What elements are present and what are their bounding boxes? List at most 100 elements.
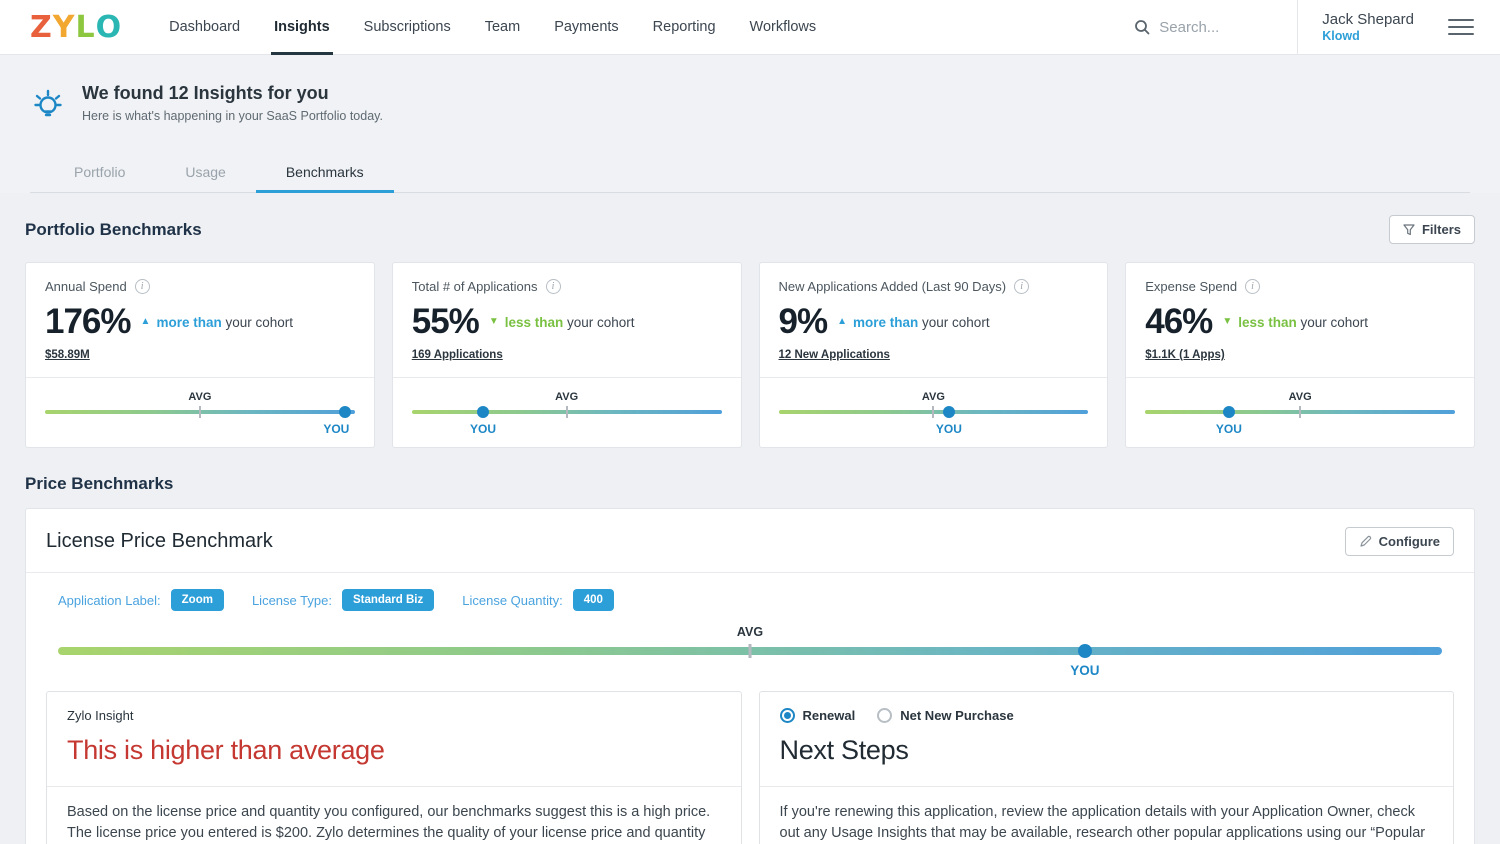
- cohort-text: your cohort: [567, 314, 635, 330]
- benchmark-cards-row: Annual Spend i 176% more than your cohor…: [25, 262, 1475, 448]
- you-label: YOU: [1215, 422, 1242, 436]
- nav-item-dashboard[interactable]: Dashboard: [169, 19, 241, 35]
- tab-usage[interactable]: Usage: [185, 164, 226, 180]
- banner-subtitle: Here is what's happening in your SaaS Po…: [82, 109, 383, 123]
- benchmark-card-new-applications: New Applications Added (Last 90 Days) i …: [758, 262, 1109, 448]
- logo-letter: O: [95, 9, 123, 45]
- avg-tick: [748, 644, 752, 658]
- radio-circle-icon: [779, 708, 795, 723]
- header-divider: [1297, 0, 1299, 55]
- card-label: Annual Spend: [45, 279, 127, 294]
- radio-circle-icon: [877, 708, 893, 723]
- banner-title: We found 12 Insights for you: [82, 83, 329, 103]
- metric-percent: 46%: [1145, 302, 1213, 341]
- nav-item-workflows[interactable]: Workflows: [749, 19, 817, 35]
- portfolio-benchmarks-title: Portfolio Benchmarks: [25, 219, 202, 239]
- application-label-caption: Application Label:: [58, 592, 161, 608]
- avg-tick: [1299, 406, 1302, 418]
- insight-headline: This is higher than average: [67, 735, 385, 765]
- you-dot: [476, 406, 489, 418]
- configure-button[interactable]: Configure: [1344, 527, 1454, 556]
- avg-tick: [565, 406, 568, 418]
- avg-label: AVG: [555, 391, 579, 403]
- filter-funnel-icon: [1403, 223, 1415, 236]
- info-icon[interactable]: i: [1245, 279, 1261, 294]
- nav-item-reporting[interactable]: Reporting: [652, 19, 716, 35]
- nav-item-payments[interactable]: Payments: [554, 19, 619, 35]
- you-dot: [942, 406, 955, 418]
- radio-net-new-purchase[interactable]: Net New Purchase: [877, 708, 1014, 723]
- search-box[interactable]: [1134, 18, 1270, 36]
- comparison-text: more than: [156, 314, 222, 330]
- metric-detail-link[interactable]: $58.89M: [45, 349, 90, 361]
- insights-banner: We found 12 Insights for you Here is wha…: [0, 55, 1500, 193]
- trend-caret-icon: [837, 317, 847, 327]
- benchmark-card-annual-spend: Annual Spend i 176% more than your cohor…: [25, 262, 375, 448]
- you-label: YOU: [1070, 663, 1100, 678]
- next-steps-body-text: If you're renewing this application, rev…: [779, 804, 1426, 842]
- license-quantity-caption: License Quantity:: [462, 592, 563, 608]
- metric-detail-link[interactable]: 169 Applications: [411, 349, 503, 361]
- search-input[interactable]: [1159, 18, 1270, 36]
- metric-percent: 55%: [411, 302, 480, 341]
- hamburger-menu-icon[interactable]: [1448, 14, 1474, 40]
- you-label: YOU: [469, 422, 496, 436]
- avg-tick: [198, 406, 201, 418]
- nav-item-team[interactable]: Team: [484, 19, 521, 35]
- license-type-pill: Standard Biz: [341, 589, 435, 611]
- info-icon[interactable]: i: [134, 279, 150, 294]
- card-label: Total # of Applications: [411, 279, 538, 294]
- price-benchmark-slider: AVG YOU: [58, 625, 1442, 681]
- radio-renewal-label: Renewal: [802, 708, 856, 723]
- metric-percent: 176%: [45, 302, 132, 341]
- info-icon[interactable]: i: [1014, 279, 1030, 294]
- price-benchmarks-section: Price Benchmarks License Price Benchmark…: [0, 474, 1500, 844]
- next-steps-headline: Next Steps: [779, 735, 909, 765]
- card-label: New Applications Added (Last 90 Days): [778, 279, 1007, 294]
- benchmark-card-expense-spend: Expense Spend i 46% less than your cohor…: [1125, 262, 1475, 448]
- nav-item-insights[interactable]: Insights: [257, 0, 347, 55]
- benchmark-slider: AVG YOU: [411, 391, 722, 437]
- license-type-caption: License Type:: [251, 592, 332, 608]
- benchmark-slider: AVG YOU: [1145, 391, 1455, 437]
- license-price-benchmark-card: License Price Benchmark Configure Applic…: [25, 508, 1475, 844]
- cohort-text: your cohort: [1300, 314, 1369, 330]
- portfolio-benchmarks-section: Portfolio Benchmarks Filters Annual Spen…: [0, 215, 1500, 448]
- user-name: Jack Shepard: [1322, 11, 1414, 28]
- trend-caret-icon: [1222, 317, 1232, 327]
- filters-button[interactable]: Filters: [1388, 215, 1475, 244]
- lightbulb-icon: [30, 85, 66, 130]
- avg-label: AVG: [1288, 391, 1312, 403]
- info-icon[interactable]: i: [545, 279, 561, 294]
- zylo-insight-panel: Zylo Insight This is higher than average…: [46, 691, 742, 844]
- pencil-icon: [1359, 535, 1372, 548]
- nav-item-subscriptions[interactable]: Subscriptions: [363, 19, 451, 35]
- next-steps-panel: Renewal Net New Purchase Next Steps If y…: [758, 691, 1454, 844]
- you-label: YOU: [323, 422, 350, 436]
- tab-portfolio[interactable]: Portfolio: [74, 164, 126, 180]
- avg-label: AVG: [736, 625, 764, 639]
- benchmark-slider: AVG YOU: [778, 391, 1089, 437]
- insight-body-text: Based on the license price and quantity …: [67, 804, 711, 842]
- zylo-logo[interactable]: ZYLO: [30, 10, 122, 45]
- radio-renewal[interactable]: Renewal: [779, 708, 856, 723]
- user-menu[interactable]: Jack Shepard Klowd: [1322, 11, 1414, 43]
- price-benchmarks-title: Price Benchmarks: [25, 474, 174, 493]
- benchmark-card-total-applications: Total # of Applications i 55% less than …: [391, 262, 742, 448]
- logo-letter: Z: [30, 9, 53, 45]
- you-dot: [339, 406, 352, 418]
- tab-benchmarks[interactable]: Benchmarks: [255, 154, 394, 193]
- comparison-text: less than: [504, 314, 564, 330]
- insights-tabs: Portfolio Usage Benchmarks: [30, 154, 1470, 193]
- configure-button-label: Configure: [1378, 534, 1440, 549]
- metric-detail-link[interactable]: 12 New Applications: [778, 349, 890, 361]
- main-nav: Dashboard Insights Subscriptions Team Pa…: [152, 0, 833, 55]
- search-icon: [1134, 19, 1150, 35]
- card-label: Expense Spend: [1145, 279, 1238, 294]
- trend-caret-icon: [489, 317, 499, 327]
- metric-detail-link[interactable]: $1.1K (1 Apps): [1145, 349, 1225, 361]
- benchmark-config-row: Application Label: Zoom License Type: St…: [26, 573, 1474, 615]
- license-price-benchmark-heading: License Price Benchmark: [46, 530, 273, 552]
- trend-caret-icon: [141, 317, 151, 327]
- filters-button-label: Filters: [1421, 222, 1461, 237]
